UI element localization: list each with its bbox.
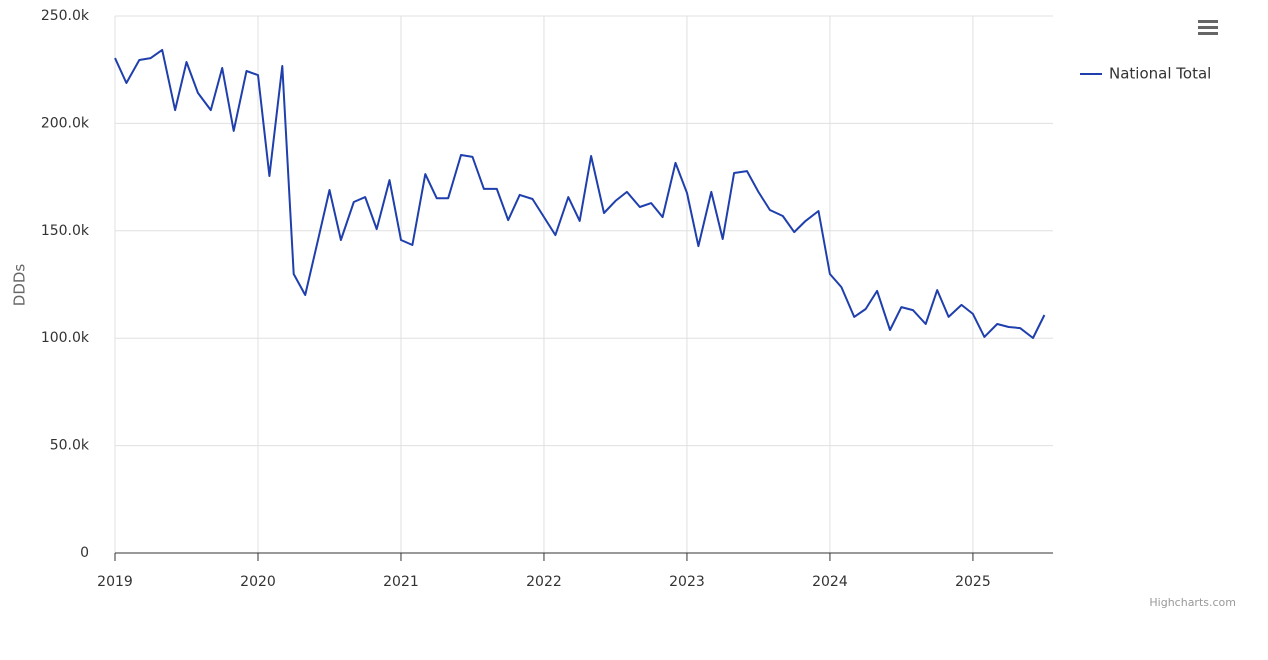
y-tick-label: 100.0k	[41, 330, 90, 346]
menu-bar[interactable]	[1198, 26, 1218, 29]
y-axis-title: DDDs	[11, 264, 29, 307]
y-tick-label: 0	[80, 545, 89, 561]
credits[interactable]: Highcharts.com	[1149, 596, 1236, 609]
x-tick-label: 2022	[526, 574, 562, 590]
y-tick-label: 50.0k	[50, 438, 90, 454]
x-tick-label: 2020	[240, 574, 276, 590]
y-tick-label: 150.0k	[41, 223, 90, 239]
x-tick-label: 2023	[669, 574, 705, 590]
x-tick-label: 2021	[383, 574, 419, 590]
data-line	[114, 48, 1046, 339]
menu-button[interactable]	[1198, 20, 1218, 35]
x-tick-label: 2024	[812, 574, 848, 590]
y-tick-label: 250.0k	[41, 8, 90, 24]
menu-bar[interactable]	[1198, 32, 1218, 35]
menu-bar[interactable]	[1198, 20, 1218, 23]
x-tick-label: 2025	[955, 574, 991, 590]
y-tick-label: 200.0k	[41, 115, 90, 131]
x-tick-label: 2019	[97, 574, 133, 590]
legend-label[interactable]: National Total	[1109, 65, 1211, 83]
